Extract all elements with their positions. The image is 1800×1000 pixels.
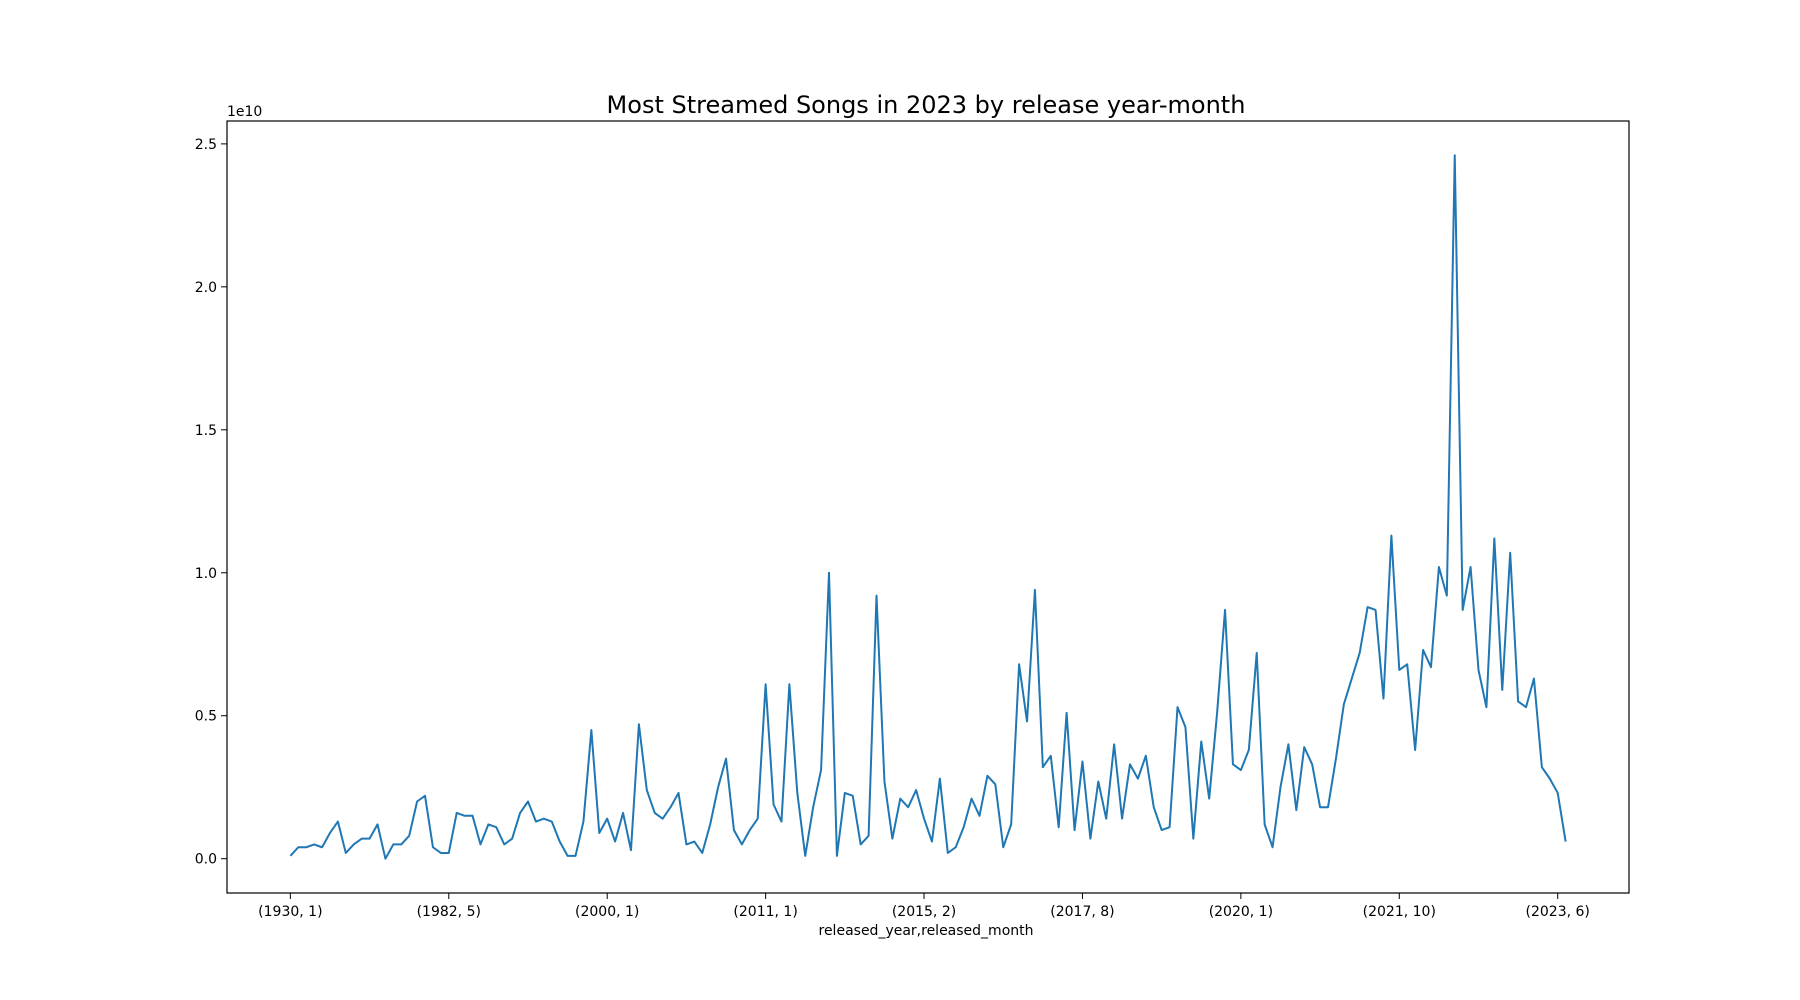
y-tick-label: 0.0 xyxy=(195,852,217,868)
x-tick-label: (2000, 1) xyxy=(575,904,639,920)
x-tick-label: (2020, 1) xyxy=(1209,904,1273,920)
y-tick-label: 1.5 xyxy=(195,423,217,439)
plot-area-frame xyxy=(226,120,1630,894)
y-tick-label: 0.5 xyxy=(195,709,217,725)
x-axis-label: released_year,released_month xyxy=(819,923,1034,939)
x-tick-label: (2021, 10) xyxy=(1363,904,1436,920)
x-tick-label: (2015, 2) xyxy=(892,904,956,920)
x-tick-label: (2017, 8) xyxy=(1050,904,1114,920)
x-axis-ticks: (1930, 1) (1982, 5) (2000, 1) (2011, 1) (201… xyxy=(258,893,1590,920)
chart-title: Most Streamed Songs in 2023 by release y… xyxy=(607,91,1246,119)
x-tick-label: (2011, 1) xyxy=(733,904,797,920)
series-line xyxy=(289,154,1567,860)
x-tick-label: (1930, 1) xyxy=(258,904,322,920)
x-tick-label: (2023, 6) xyxy=(1526,904,1590,920)
y-tick-label: 2.5 xyxy=(195,137,217,153)
x-tick-label: (1982, 5) xyxy=(417,904,481,920)
y-offset-label: 1e10 xyxy=(227,104,262,120)
y-tick-label: 1.0 xyxy=(195,566,217,582)
y-tick-label: 2.0 xyxy=(195,280,217,296)
y-axis-ticks: 0.0 0.5 1.0 1.5 2.0 2.5 xyxy=(195,137,227,868)
